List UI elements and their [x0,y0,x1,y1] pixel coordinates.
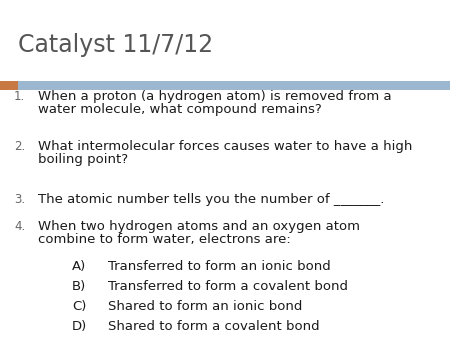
Text: What intermolecular forces causes water to have a high: What intermolecular forces causes water … [38,140,412,153]
Text: A): A) [72,260,86,273]
Text: boiling point?: boiling point? [38,153,128,166]
Text: combine to form water, electrons are:: combine to form water, electrons are: [38,233,291,246]
Text: B): B) [72,280,86,293]
Text: Shared to form a covalent bond: Shared to form a covalent bond [108,320,320,333]
Text: D): D) [72,320,87,333]
Text: 2.: 2. [14,140,25,153]
Text: 1.: 1. [14,90,25,103]
Text: When two hydrogen atoms and an oxygen atom: When two hydrogen atoms and an oxygen at… [38,220,360,233]
Text: C): C) [72,300,86,313]
Text: water molecule, what compound remains?: water molecule, what compound remains? [38,103,322,116]
Text: 4.: 4. [14,220,25,233]
Text: Catalyst 11/7/12: Catalyst 11/7/12 [18,33,213,57]
Text: 3.: 3. [14,193,25,206]
Text: Transferred to form an ionic bond: Transferred to form an ionic bond [108,260,331,273]
Text: The atomic number tells you the number of _______.: The atomic number tells you the number o… [38,193,384,206]
Text: When a proton (a hydrogen atom) is removed from a: When a proton (a hydrogen atom) is remov… [38,90,392,103]
Bar [0,81,450,90]
Text: Transferred to form a covalent bond: Transferred to form a covalent bond [108,280,348,293]
Text: Shared to form an ionic bond: Shared to form an ionic bond [108,300,302,313]
Bar [0,81,18,90]
